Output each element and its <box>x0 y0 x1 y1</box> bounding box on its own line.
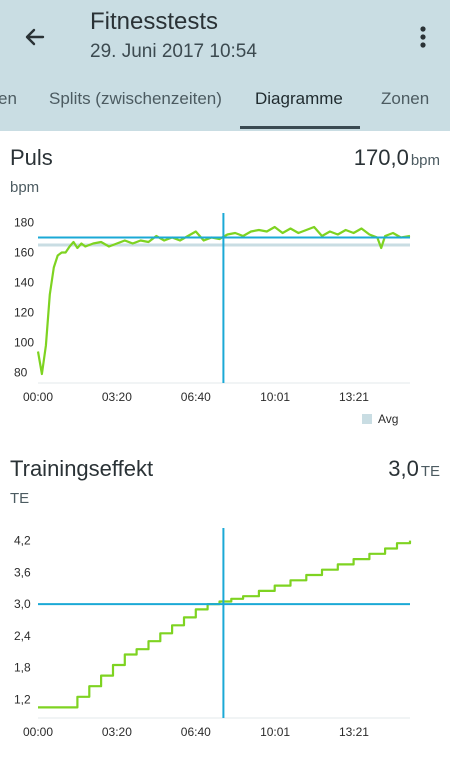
tab-diagramme[interactable]: Diagramme <box>255 89 343 108</box>
training-y-tick-label: 4,2 <box>14 534 31 548</box>
training-y-tick-label: 2,4 <box>14 629 31 643</box>
training-y-tick-label: 3,6 <box>14 565 31 579</box>
pulse-x-tick-label: 10:01 <box>260 390 290 404</box>
back-button[interactable] <box>18 20 52 54</box>
pulse-x-tick-label: 00:00 <box>23 390 53 404</box>
pulse-value-number: 170,0 <box>353 145 409 170</box>
pulse-value: 170,0 bpm <box>354 145 440 171</box>
app-bar: Fitnesstests 29. Juni 2017 10:54 en Spli… <box>0 0 450 131</box>
pulse-x-tick-label: 03:20 <box>102 390 132 404</box>
pulse-series-line <box>36 225 411 376</box>
training-series-line <box>38 540 412 709</box>
training-x-tick-label: 13:21 <box>339 725 369 739</box>
pulse-y-tick-label: 100 <box>14 336 34 350</box>
training-y-tick-label: 1,2 <box>14 692 31 706</box>
pulse-y-tick-label: 80 <box>14 366 28 380</box>
pulse-legend: Avg <box>362 412 398 426</box>
training-title: Trainingseffekt <box>10 456 154 481</box>
training-chart[interactable]: 4,2 3,6 3,0 2,4 1,8 1,2 00:00 03:20 06:40 10:01 13… <box>0 520 450 750</box>
tab-partial[interactable]: en <box>0 89 17 108</box>
pulse-chart[interactable]: 180 160 140 120 100 80 00:00 03:20 06:40 10:01 13:… <box>0 205 450 405</box>
training-value-number: 3,0 <box>388 456 419 481</box>
overflow-menu-button[interactable] <box>408 20 438 54</box>
pulse-value-unit: bpm <box>410 152 440 169</box>
tab-splits[interactable]: Splits (zwischenzeiten) <box>49 89 222 108</box>
pulse-y-tick-label: 160 <box>14 246 34 260</box>
legend-swatch-avg <box>362 414 372 424</box>
pulse-title: Puls <box>10 145 53 170</box>
pulse-y-tick-label: 180 <box>14 216 34 230</box>
training-value-unit: TE <box>420 463 440 480</box>
more-vertical-icon <box>420 26 426 48</box>
pulse-axis-unit: bpm <box>10 179 40 196</box>
training-value: 3,0 TE <box>388 456 440 482</box>
training-y-tick-label: 1,8 <box>14 661 31 675</box>
pulse-y-tick-label: 140 <box>14 276 34 290</box>
arrow-left-icon <box>25 28 45 46</box>
legend-label-avg: Avg <box>378 412 399 426</box>
pulse-x-tick-label: 06:40 <box>181 390 211 404</box>
page-subtitle: 29. Juni 2017 10:54 <box>90 41 257 62</box>
training-x-tick-label: 10:01 <box>260 725 290 739</box>
training-x-tick-label: 06:40 <box>181 725 211 739</box>
page-title: Fitnesstests <box>90 8 219 35</box>
pulse-y-tick-label: 120 <box>14 306 34 320</box>
pulse-x-tick-label: 13:21 <box>339 390 369 404</box>
training-x-tick-label: 03:20 <box>102 725 132 739</box>
training-x-tick-label: 00:00 <box>23 725 53 739</box>
training-y-tick-label: 3,0 <box>14 597 31 611</box>
tab-zonen[interactable]: Zonen <box>381 89 430 108</box>
training-axis-unit: TE <box>10 490 30 507</box>
active-tab-indicator <box>240 126 360 129</box>
